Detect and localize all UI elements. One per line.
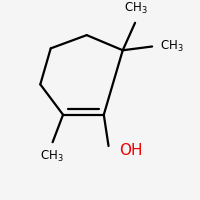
Text: CH$_3$: CH$_3$ (160, 39, 183, 54)
Text: CH$_3$: CH$_3$ (124, 1, 148, 16)
Text: CH$_3$: CH$_3$ (40, 149, 64, 164)
Text: OH: OH (119, 143, 142, 158)
